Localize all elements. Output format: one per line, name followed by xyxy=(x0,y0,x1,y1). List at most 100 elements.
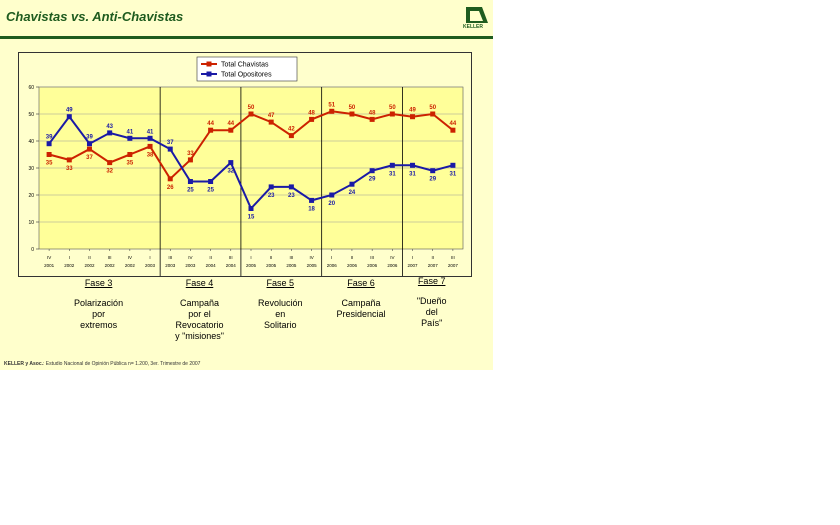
data-point xyxy=(248,206,254,211)
x-tick-label-quarter: IV xyxy=(309,255,313,260)
data-point xyxy=(46,141,52,147)
slide: Chavistas vs. Anti-Chavistas KELLER 0 10 2… xyxy=(0,0,493,370)
x-tick-label-quarter: II xyxy=(209,255,212,260)
x-tick-label-quarter: III xyxy=(229,255,233,260)
x-tick-label-quarter: I xyxy=(412,255,413,260)
phase-5: Fase 5 Revolución en Solitario xyxy=(240,278,321,331)
x-tick-label-quarter: IV xyxy=(390,255,394,260)
x-tick-label-quarter: I xyxy=(250,255,251,260)
phase-description: Revolución en Solitario xyxy=(240,298,321,331)
data-label: 41 xyxy=(127,129,134,135)
phase-description-line: Polarización xyxy=(74,298,124,308)
x-tick-label-quarter: III xyxy=(451,255,455,260)
legend-marker xyxy=(206,61,212,67)
data-label: 49 xyxy=(66,108,73,114)
data-point xyxy=(208,179,214,184)
data-label: 37 xyxy=(86,155,93,161)
data-label: 29 xyxy=(369,177,376,183)
y-tick-label: 40 xyxy=(28,139,34,145)
y-tick-label: 30 xyxy=(28,166,34,172)
data-point xyxy=(248,111,254,117)
title-rule xyxy=(0,36,493,39)
x-tick-label-quarter: IV xyxy=(128,255,132,260)
source-bold: KELLER y Asoc. xyxy=(4,361,43,367)
phase-description-line: Revolución xyxy=(258,298,303,308)
phase-description: "Dueño del País" xyxy=(401,296,462,329)
data-label: 41 xyxy=(147,129,154,135)
data-point xyxy=(410,114,416,120)
data-point xyxy=(268,184,274,190)
data-label: 18 xyxy=(308,206,315,212)
data-label: 31 xyxy=(450,171,457,177)
data-point xyxy=(86,146,92,152)
x-tick-label-quarter: IV xyxy=(47,255,51,260)
data-point xyxy=(389,111,395,117)
phase-description-line: por xyxy=(92,309,106,319)
data-point xyxy=(309,197,315,203)
x-tick-label-year: 2002 xyxy=(125,263,136,268)
data-label: 44 xyxy=(207,121,214,127)
x-tick-label-year: 2004 xyxy=(226,263,237,268)
phase-description: Campaña por el Revocatorio y "misiones" xyxy=(159,298,240,342)
data-point xyxy=(107,160,113,166)
phase-description-line: en xyxy=(275,309,286,319)
data-label: 43 xyxy=(106,124,113,130)
data-label: 51 xyxy=(328,102,335,108)
phase-description: Campaña Presidencial xyxy=(321,298,402,320)
data-label: 25 xyxy=(207,188,214,194)
x-tick-label-year: 2003 xyxy=(165,263,176,268)
x-tick-label-quarter: II xyxy=(351,255,354,260)
plot-area: 0 10 20 30 40 50 60 IV 2001 I 2002 II 2002 III 2002 IV 2… xyxy=(18,52,472,277)
x-tick-label-quarter: III xyxy=(370,255,374,260)
data-point xyxy=(187,179,193,184)
source-rest: : Estudio Nacional de Opinión Pública n=… xyxy=(43,361,201,367)
phase-description-line: del xyxy=(425,307,438,317)
data-point xyxy=(147,143,153,149)
legend-marker xyxy=(206,71,212,77)
data-label: 44 xyxy=(227,121,234,127)
data-point xyxy=(369,168,375,174)
data-label: 33 xyxy=(187,151,194,157)
data-label: 35 xyxy=(46,161,53,167)
data-label: 37 xyxy=(167,140,174,146)
logo-text: KELLER xyxy=(463,24,483,30)
x-tick-label-quarter: III xyxy=(168,255,172,260)
x-tick-label-year: 2005 xyxy=(286,263,297,268)
phase-4: Fase 4 Campaña por el Revocatorio y "misione… xyxy=(159,278,240,342)
data-point xyxy=(147,135,153,141)
data-label: 31 xyxy=(409,171,416,177)
data-point xyxy=(107,130,113,136)
data-point xyxy=(430,111,436,117)
data-label: 23 xyxy=(288,193,295,199)
data-point xyxy=(309,116,315,122)
phase-name: Fase 7 xyxy=(417,276,446,286)
data-label: 44 xyxy=(450,121,457,127)
phase-description: Polarización por extremos xyxy=(38,298,159,331)
data-point xyxy=(66,114,72,120)
data-point xyxy=(228,160,234,166)
data-label: 50 xyxy=(349,105,356,111)
page-title: Chavistas vs. Anti-Chavistas xyxy=(6,9,184,24)
data-point xyxy=(349,111,355,117)
data-point xyxy=(389,162,395,168)
data-point xyxy=(127,135,133,141)
data-label: 48 xyxy=(369,110,376,116)
data-label: 15 xyxy=(248,215,255,221)
data-label: 25 xyxy=(187,188,194,194)
x-tick-label-year: 2002 xyxy=(84,263,95,268)
keller-logo-icon xyxy=(466,7,488,23)
data-point xyxy=(46,152,52,157)
data-label: 38 xyxy=(147,152,154,158)
x-tick-label-year: 2007 xyxy=(408,263,419,268)
data-label: 32 xyxy=(227,169,234,175)
x-tick-label-quarter: I xyxy=(149,255,150,260)
x-tick-label-quarter: III xyxy=(289,255,293,260)
data-label: 20 xyxy=(328,201,335,207)
data-label: 50 xyxy=(429,105,436,111)
y-tick-label: 50 xyxy=(28,112,34,118)
y-tick-label: 0 xyxy=(31,247,34,253)
phase-description-line: Campaña xyxy=(341,298,381,308)
data-label: 35 xyxy=(127,161,134,167)
data-point xyxy=(127,152,133,157)
phase-name: Fase 6 xyxy=(347,278,375,288)
